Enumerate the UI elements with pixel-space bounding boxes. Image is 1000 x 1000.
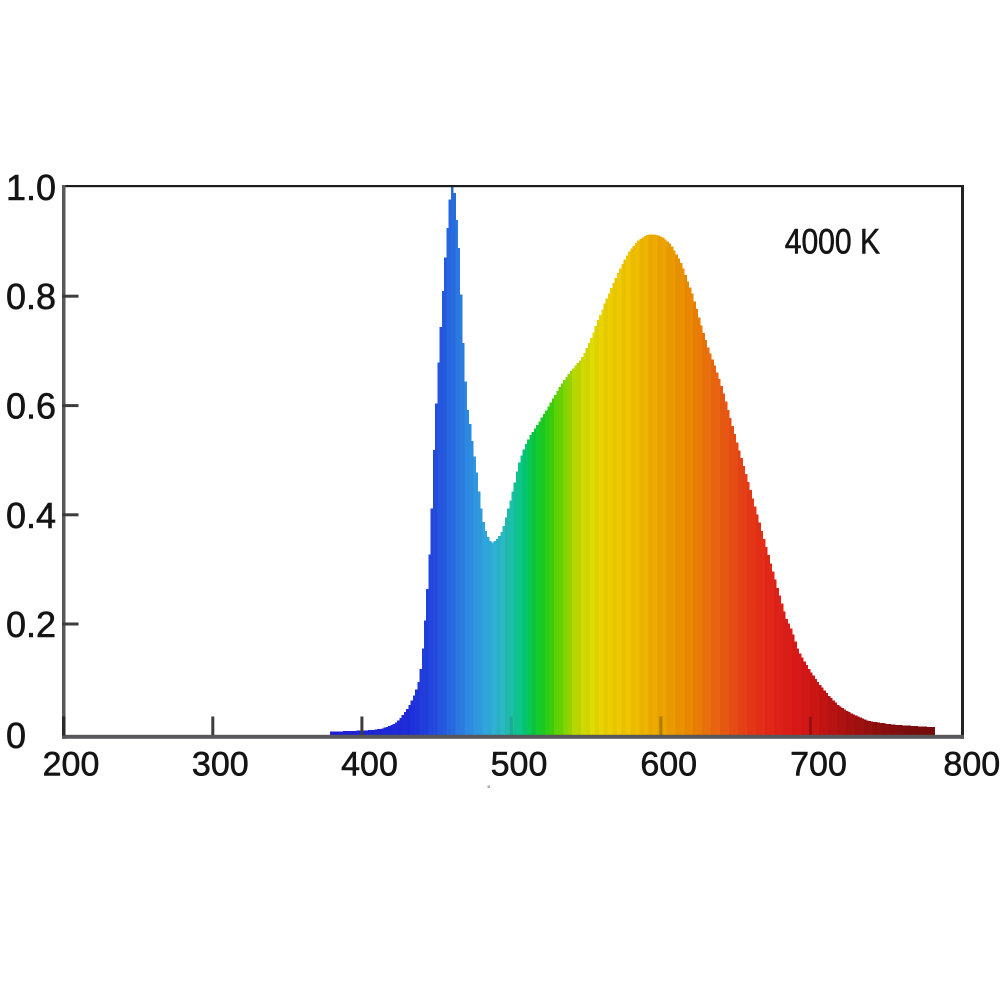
svg-text:1.0: 1.0 xyxy=(6,167,56,208)
svg-text:800: 800 xyxy=(943,745,1000,783)
svg-text:600: 600 xyxy=(640,745,697,783)
svg-text:0.2: 0.2 xyxy=(6,604,56,645)
svg-text:200: 200 xyxy=(43,745,100,783)
svg-text:0.6: 0.6 xyxy=(6,386,56,427)
svg-text:500: 500 xyxy=(491,745,548,783)
svg-text:700: 700 xyxy=(790,745,847,783)
svg-text:400: 400 xyxy=(341,745,398,783)
svg-text:0.8: 0.8 xyxy=(6,276,56,317)
svg-text:4000 K: 4000 K xyxy=(785,221,881,261)
svg-text:0.4: 0.4 xyxy=(6,495,56,536)
svg-text:300: 300 xyxy=(192,745,249,783)
svg-text:0: 0 xyxy=(6,715,26,756)
